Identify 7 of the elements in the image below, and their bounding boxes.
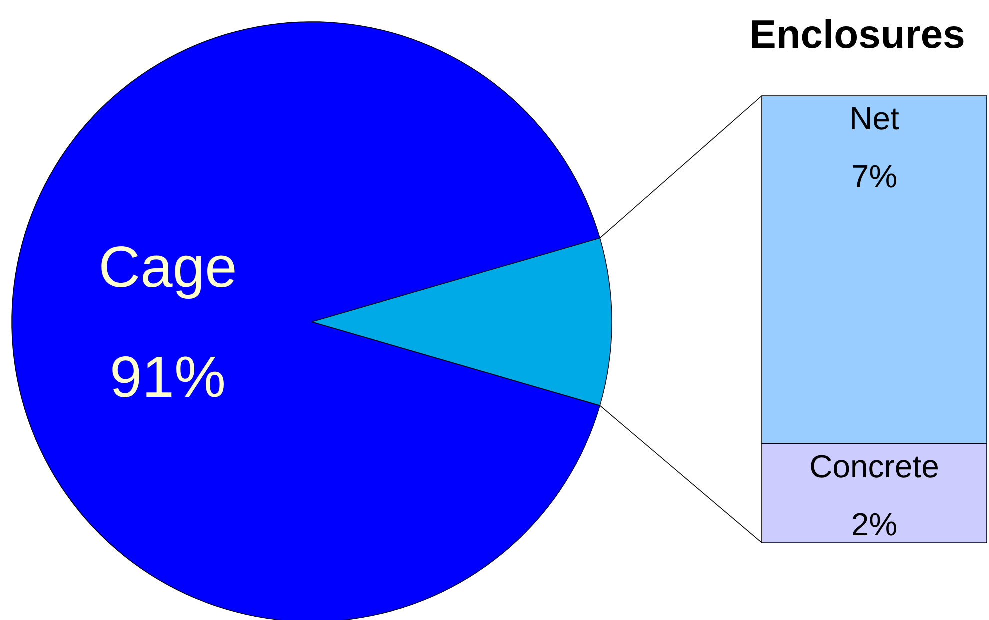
series-label: Concrete xyxy=(811,455,938,478)
data-label: 2% xyxy=(852,513,896,536)
slice-label: Cage xyxy=(102,246,235,299)
chart-title: Enclosures xyxy=(752,19,964,48)
data-label: 91% xyxy=(112,356,224,398)
series-label: Net xyxy=(852,108,900,130)
data-label: 7% xyxy=(853,165,896,188)
